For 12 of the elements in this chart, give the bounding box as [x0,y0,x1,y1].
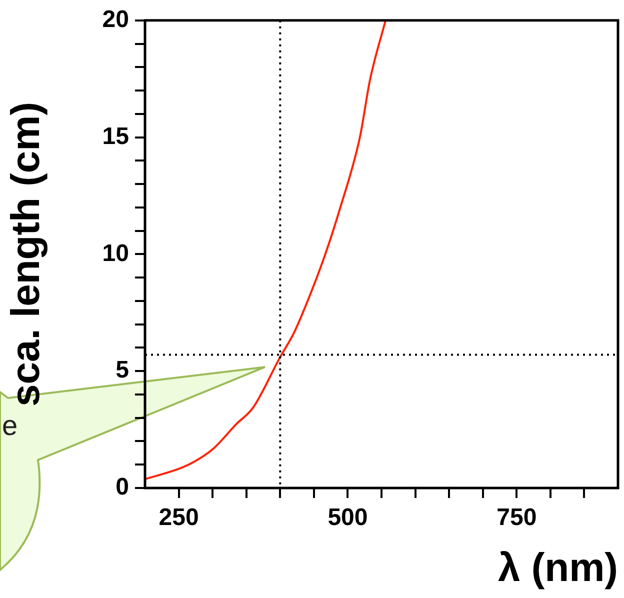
x-tick-label: 750 [496,504,537,532]
text: e [2,410,18,442]
y-axis-title: sca. length (cm) [4,102,48,406]
x-axis-title: λ (nm) [498,546,618,590]
y-tick-label: 5 [116,356,129,384]
y-tick-label: 20 [102,6,129,34]
line-series [145,20,387,480]
y-tick-label: 15 [102,122,129,150]
y-tick-label: 10 [102,240,129,267]
y-tick-label: 0 [116,474,129,501]
x-tick-label: 500 [328,504,368,532]
x-tick-label: 250 [158,504,199,532]
